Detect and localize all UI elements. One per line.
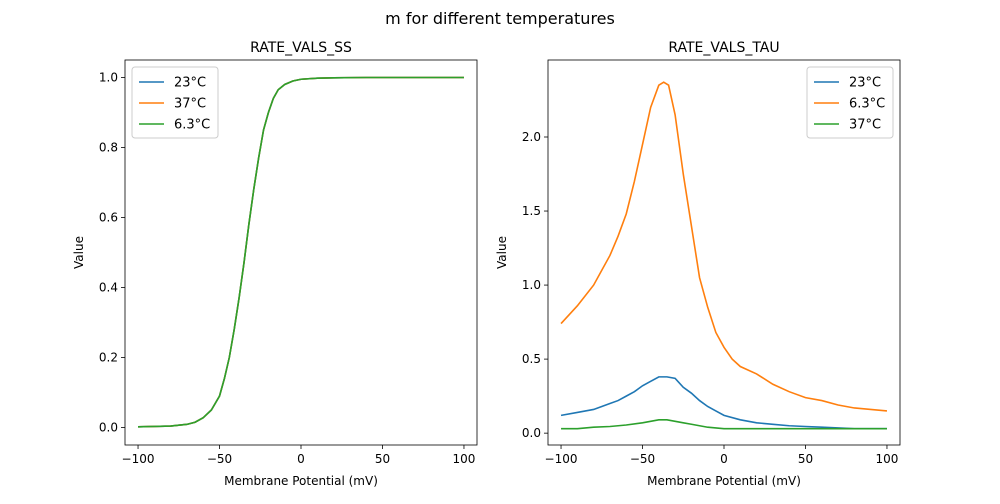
legend-label: 37°C	[849, 118, 881, 133]
y-tick-label: 0.5	[522, 352, 541, 366]
x-tick-label: −50	[630, 452, 655, 466]
figure-suptitle: m for different temperatures	[385, 9, 615, 28]
y-tick-label: 0.0	[99, 421, 118, 435]
legend-label: 6.3°C	[174, 118, 210, 133]
series-line-2	[561, 419, 887, 430]
x-tick-label: −100	[545, 452, 578, 466]
y-tick-label: 0.0	[522, 426, 541, 440]
x-tick-label: 0	[297, 452, 305, 466]
y-tick-label: 1.0	[522, 278, 541, 292]
y-tick-label: 0.8	[99, 141, 118, 155]
legend-box	[806, 66, 894, 139]
legend-label: 37°C	[174, 97, 206, 112]
legend-label: 6.3°C	[849, 97, 885, 112]
y-tick-label: 1.5	[522, 204, 541, 218]
series-line-2	[138, 76, 464, 428]
chart-title: RATE_VALS_TAU	[668, 40, 779, 56]
series-line-1	[560, 81, 888, 412]
y-axis-label: Value	[495, 236, 509, 269]
x-axis-label: Membrane Potential (mV)	[224, 474, 378, 488]
x-tick-label: −50	[207, 452, 232, 466]
chart-title: RATE_VALS_SS	[250, 40, 352, 56]
legend-label: 23°C	[174, 76, 206, 91]
ss-chart-panel: RATE_VALS_SS −100 −50 0 50 100 0.0 0.2 0.4 0.6 0.8…	[72, 40, 478, 488]
y-tick-label: 0.4	[99, 281, 118, 295]
y-axis-label: Value	[72, 236, 86, 269]
legend-box	[131, 66, 219, 139]
y-tick-label: 2.0	[522, 130, 541, 144]
x-tick-label: 50	[798, 452, 813, 466]
y-tick-label: 0.2	[99, 351, 118, 365]
x-tick-label: 100	[876, 452, 899, 466]
y-tick-label: 0.6	[99, 211, 118, 225]
x-tick-label: 50	[375, 452, 390, 466]
series-line-0	[560, 376, 887, 430]
tau-chart-panel: RATE_VALS_TAU −100 −50 0 50 100 0.0 0.5 1.0 1.5 2.…	[495, 40, 901, 488]
x-tick-label: 0	[720, 452, 728, 466]
y-tick-label: 1.0	[99, 71, 118, 85]
x-tick-label: −100	[122, 452, 155, 466]
x-tick-label: 100	[453, 452, 476, 466]
legend-label: 23°C	[849, 76, 881, 91]
x-axis-label: Membrane Potential (mV)	[647, 474, 801, 488]
